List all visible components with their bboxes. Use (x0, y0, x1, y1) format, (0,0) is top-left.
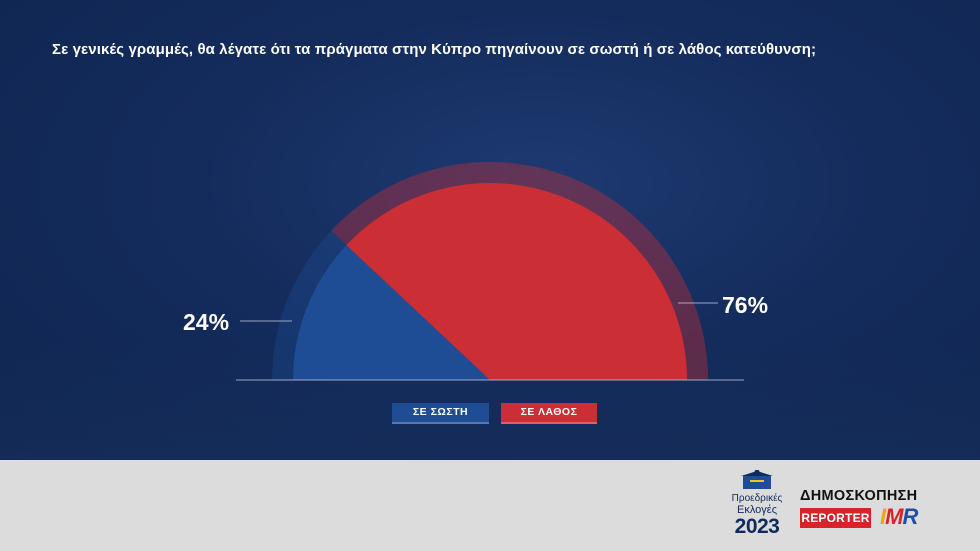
value-label-0: 24% (183, 309, 229, 335)
imr-logo: IMR (880, 504, 918, 530)
imr-logo-i: I (880, 504, 886, 529)
imr-logo-m: M (885, 504, 903, 529)
value-label-1: 76% (722, 292, 768, 318)
imr-logo-r: R (902, 504, 918, 529)
footer: Προεδρικές Εκλογές 2023 ΔΗΜΟΣΚΟΠΗΣΗ REPO… (0, 460, 980, 551)
slice-1 (346, 183, 687, 380)
elections-logo-line1: Προεδρικές (731, 493, 783, 504)
elections-logo-year: 2023 (734, 515, 780, 538)
chart-title: Σε γενικές γραμμές, θα λέγατε ότι τα πρά… (52, 41, 817, 58)
reporter-logo: REPORTER (800, 508, 871, 528)
slice-0 (293, 245, 490, 380)
elections-logo-line2: Εκλογές (737, 504, 777, 516)
semicircle-chart: 24% 76% (183, 162, 768, 381)
elections-2023-logo: Προεδρικές Εκλογές 2023 (726, 464, 788, 544)
legend-item-correct: ΣΕ ΣΩΣΤΗ (392, 403, 489, 424)
legend-item-wrong: ΣΕ ΛΑΘΟΣ (501, 403, 597, 424)
legend: ΣΕ ΣΩΣΤΗ ΣΕ ΛΑΘΟΣ (392, 403, 597, 424)
poll-branding: ΔΗΜΟΣΚΟΠΗΣΗ REPORTER IMR (800, 488, 932, 534)
poll-title: ΔΗΜΟΣΚΟΠΗΣΗ (800, 488, 918, 504)
ballot-box-icon (741, 470, 773, 489)
chart-stage: Σε γενικές γραμμές, θα λέγατε ότι τα πρά… (0, 0, 980, 460)
